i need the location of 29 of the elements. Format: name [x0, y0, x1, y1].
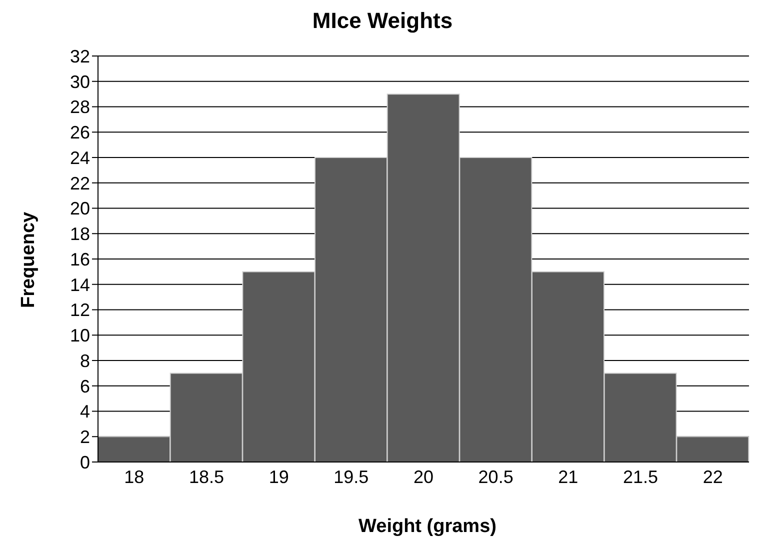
- y-tick-label: 2: [80, 427, 90, 448]
- y-tick-label: 14: [70, 274, 90, 295]
- x-tick-label: 18: [124, 466, 144, 487]
- x-axis-title: Weight (grams): [358, 516, 498, 538]
- y-tick-label: 12: [70, 300, 90, 320]
- y-tick-label: 20: [70, 198, 90, 219]
- y-tick-label: 8: [80, 350, 90, 371]
- y-tick-label: 24: [70, 148, 90, 168]
- x-tick-label: 20.5: [478, 466, 514, 487]
- chart-title: MIce Weights: [311, 8, 454, 34]
- y-tick-label: 18: [70, 224, 90, 244]
- y-tick-label: 30: [70, 72, 90, 92]
- y-tick-label: 0: [80, 452, 90, 472]
- y-tick-label: 10: [70, 326, 90, 346]
- x-tick-label: 19.5: [334, 466, 369, 487]
- y-tick-label: 4: [80, 402, 90, 422]
- y-tick-label: 28: [70, 97, 90, 118]
- y-tick-label: 6: [80, 376, 90, 396]
- x-tick-label: 22: [702, 466, 723, 487]
- y-tick-label: 26: [70, 122, 90, 143]
- y-tick-label: 16: [70, 249, 90, 270]
- x-tick-label: 20: [413, 466, 434, 487]
- y-tick-label: 22: [70, 173, 90, 194]
- x-tick-label: 21.5: [622, 466, 658, 487]
- y-tick-label: 32: [70, 46, 90, 66]
- y-axis-title: Frequency: [18, 212, 39, 308]
- x-tick-label: 18.5: [188, 466, 224, 487]
- x-tick-label: 19: [268, 466, 289, 487]
- x-tick-label: 21: [558, 466, 578, 487]
